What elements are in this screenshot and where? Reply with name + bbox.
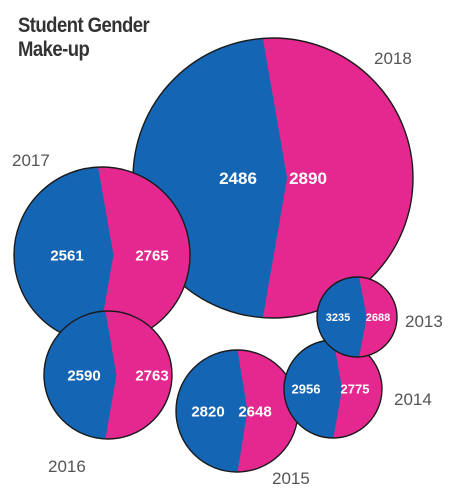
pie-2013-male-label: 3235 <box>326 312 350 324</box>
chart-title-line-1: Student Gender <box>18 14 150 37</box>
pie-2014-female-label: 2775 <box>341 382 370 397</box>
pie-2014: 2956 2775 2014 <box>283 339 432 439</box>
pie-2015: 2820 2648 2015 <box>175 349 310 488</box>
pie-2017-male-label: 2561 <box>50 247 83 264</box>
chart-title: Student Gender Make-up <box>18 14 150 62</box>
pie-2013-year-label: 2013 <box>405 312 443 331</box>
pie-2016: 2590 2763 2016 <box>43 310 173 476</box>
pie-2013-outline <box>316 276 398 358</box>
pie-2014-male-label: 2956 <box>292 382 321 397</box>
pie-2017-year-label: 2017 <box>12 151 50 170</box>
pie-2015-female-label: 2648 <box>238 403 271 420</box>
pie-2016-male-label: 2590 <box>67 367 100 384</box>
chart-title-line-2: Make-up <box>18 38 90 61</box>
pie-2018-male-label: 2486 <box>219 169 257 188</box>
pie-2013-male-slice <box>317 277 367 357</box>
pie-2016-year-label: 2016 <box>48 457 86 476</box>
pie-2015-male-slice <box>176 350 248 472</box>
pie-2017-male-slice <box>14 167 114 343</box>
pie-2014-male-slice <box>284 340 343 438</box>
pie-2014-year-label: 2014 <box>394 390 432 409</box>
pie-2016-male-slice <box>44 311 117 439</box>
pie-2016-outline <box>43 310 173 440</box>
pie-2018-year-label: 2018 <box>374 49 412 68</box>
pie-2013-female-label: 2688 <box>366 312 390 324</box>
pie-2015-year-label: 2015 <box>272 469 310 488</box>
pie-2017-female-label: 2765 <box>135 247 168 264</box>
pie-2016-female-label: 2763 <box>135 367 168 384</box>
pie-2015-male-label: 2820 <box>191 403 224 420</box>
pie-2018-female-label: 2890 <box>289 169 327 188</box>
pie-2013: 3235 2688 2013 <box>316 276 443 358</box>
